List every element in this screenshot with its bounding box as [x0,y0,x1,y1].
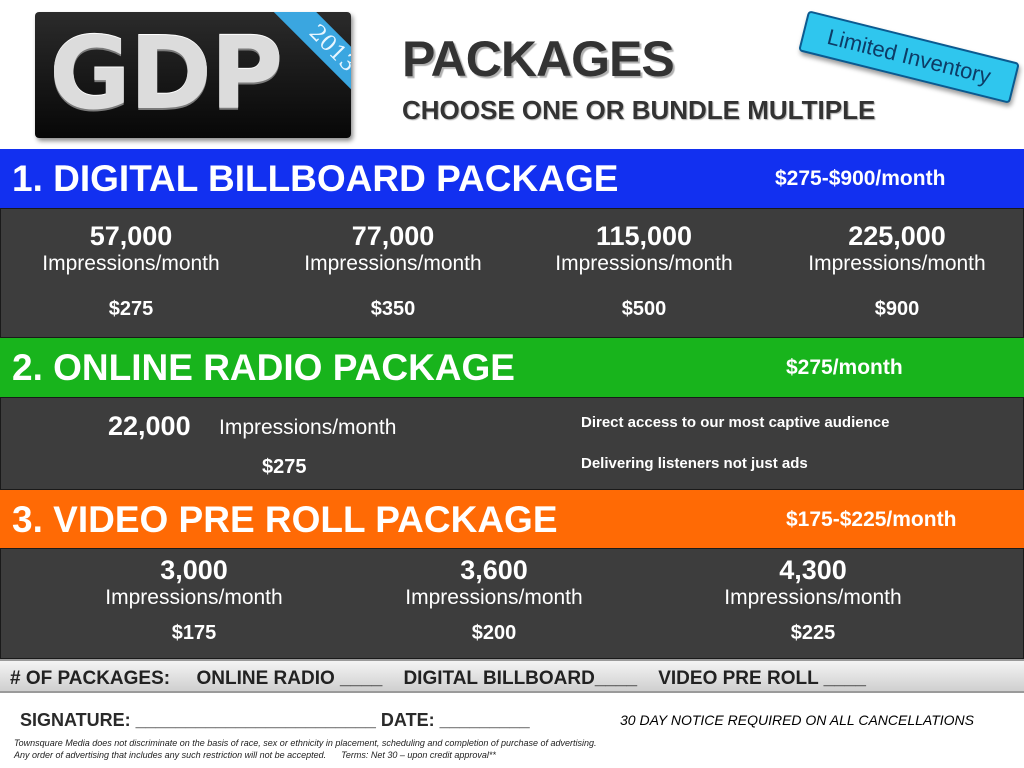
package-count-bar: # OF PACKAGES: ONLINE RADIO ____ DIGITAL… [0,659,1024,693]
tier-price: $900 [874,298,920,320]
logo-text: GDP [49,15,283,132]
tier-price: $175 [171,622,217,644]
limited-inventory-stamp: Limited Inventory [798,10,1020,104]
cancellation-notice: 30 DAY NOTICE REQUIRED ON ALL CANCELLATI… [620,712,974,728]
billboard-tiers-panel: 57,000 Impressions/month $275 77,000 Imp… [0,208,1024,338]
tier-unit: Impressions/month [808,252,986,275]
billboard-package-title: 1. DIGITAL BILLBOARD PACKAGE [12,158,619,199]
gdp-logo: GDP 2013 [35,12,351,138]
tier-price: $350 [370,298,416,320]
tier-impressions: 57,000 [89,221,173,251]
package-count-line[interactable]: # OF PACKAGES: ONLINE RADIO ____ DIGITAL… [10,668,866,689]
radio-details-panel: 22,000 Impressions/month $275 Direct acc… [0,397,1024,490]
tier-unit: Impressions/month [105,586,283,609]
tier-price: $275 [108,298,154,320]
tier-unit: Impressions/month [405,586,583,609]
fine-print: Townsquare Media does not discriminate o… [14,738,597,748]
tier-impressions: 115,000 [595,221,693,251]
radio-unit: Impressions/month [219,416,397,439]
radio-price: $275 [262,456,307,478]
video-package-band: 3. VIDEO PRE ROLL PACKAGE $175-$225/mont… [0,490,1024,548]
video-tier: 3,600 Impressions/month $200 [374,555,614,645]
tier-impressions: 4,300 [779,555,847,585]
radio-package-title: 2. ONLINE RADIO PACKAGE [12,347,515,388]
billboard-price-range: $275-$900/month [775,167,946,190]
radio-impressions: 22,000 [108,411,191,441]
billboard-tier: 115,000 Impressions/month $500 [524,221,764,321]
tier-impressions: 3,600 [460,555,528,585]
video-tier: 3,000 Impressions/month $175 [74,555,314,645]
radio-note: Delivering listeners not just ads [581,455,808,472]
video-tier: 4,300 Impressions/month $225 [693,555,933,645]
tier-price: $225 [790,622,836,644]
video-price-range: $175-$225/month [786,508,957,531]
radio-note: Direct access to our most captive audien… [581,414,890,431]
page-title: PACKAGES [402,31,675,87]
billboard-tier: 57,000 Impressions/month $275 [11,221,251,321]
tier-price: $500 [621,298,667,320]
tier-impressions: 225,000 [848,221,946,251]
radio-price-range: $275/month [786,356,903,379]
video-package-title: 3. VIDEO PRE ROLL PACKAGE [12,499,558,540]
billboard-tier: 77,000 Impressions/month $350 [273,221,513,321]
video-tiers-panel: 3,000 Impressions/month $175 3,600 Impre… [0,548,1024,659]
tier-unit: Impressions/month [555,252,733,275]
tier-unit: Impressions/month [42,252,220,275]
billboard-tier: 225,000 Impressions/month $900 [777,221,1017,321]
tier-unit: Impressions/month [724,586,902,609]
billboard-package-band: 1. DIGITAL BILLBOARD PACKAGE $275-$900/m… [0,149,1024,208]
fine-print: Any order of advertising that includes a… [14,750,496,760]
tier-unit: Impressions/month [304,252,482,275]
page-subtitle: CHOOSE ONE OR BUNDLE MULTIPLE [402,95,876,125]
tier-impressions: 77,000 [351,221,435,251]
tier-price: $200 [471,622,517,644]
radio-package-band: 2. ONLINE RADIO PACKAGE $275/month [0,338,1024,397]
tier-impressions: 3,000 [160,555,228,585]
signature-date-line[interactable]: SIGNATURE: ________________________ DATE… [20,710,530,730]
